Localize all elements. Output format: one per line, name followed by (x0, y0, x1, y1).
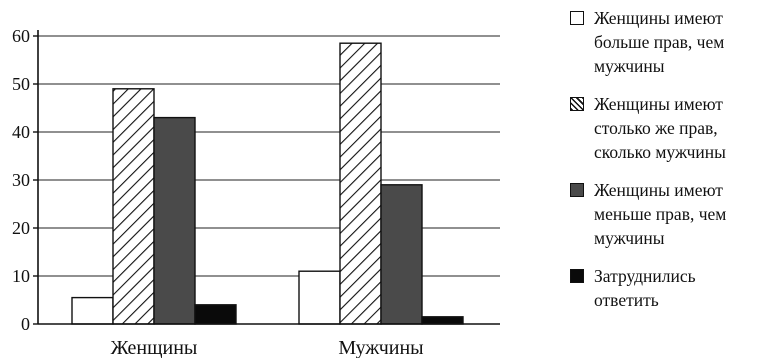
legend-swatch-gray (570, 183, 584, 197)
axis-labels: 0 10 20 30 40 50 60 Женщины Мужчины (12, 26, 424, 358)
legend-label: Затруднились ответить (594, 266, 696, 310)
y-tick-label: 60 (12, 26, 30, 46)
axes (33, 30, 500, 325)
legend-item-equal-rights: Женщины имеют столько же прав, сколько м… (568, 92, 779, 164)
gridlines (38, 35, 500, 277)
bars (71, 42, 464, 325)
bar-fewer-rights (380, 184, 423, 325)
bar-equal-rights (112, 88, 155, 325)
legend-item-undecided: Затруднились ответить (568, 264, 779, 312)
bar-equal-rights (339, 42, 382, 325)
legend-item-more-rights: Женщины имеют больше прав, чем мужчины (568, 6, 779, 78)
y-tick-label: 40 (12, 122, 30, 142)
y-tick-label: 0 (21, 314, 30, 334)
bar-chart: 0 10 20 30 40 50 60 Женщины Мужчины (12, 26, 500, 358)
bar-more-rights (298, 270, 341, 325)
y-tick-label: 30 (12, 170, 30, 190)
legend-label: Женщины имеют меньше прав, чем мужчины (594, 180, 727, 248)
legend-label: Женщины имеют столько же прав, сколько м… (594, 94, 726, 162)
legend-swatch-black (570, 269, 584, 283)
x-category-label: Женщины (111, 337, 198, 358)
x-category-label: Мужчины (338, 337, 423, 358)
legend-label: Женщины имеют больше прав, чем мужчины (594, 8, 725, 76)
legend-swatch-hatched (570, 97, 584, 111)
bar-undecided (421, 316, 464, 325)
y-tick-label: 10 (12, 266, 30, 286)
legend-swatch-white (570, 11, 584, 25)
y-tick-label: 50 (12, 74, 30, 94)
bar-fewer-rights (153, 116, 196, 325)
legend: Женщины имеют больше прав, чем мужчины Ж… (568, 6, 779, 326)
legend-item-fewer-rights: Женщины имеют меньше прав, чем мужчины (568, 178, 779, 250)
y-tick-label: 20 (12, 218, 30, 238)
bar-more-rights (71, 296, 114, 325)
bar-undecided (194, 304, 237, 325)
